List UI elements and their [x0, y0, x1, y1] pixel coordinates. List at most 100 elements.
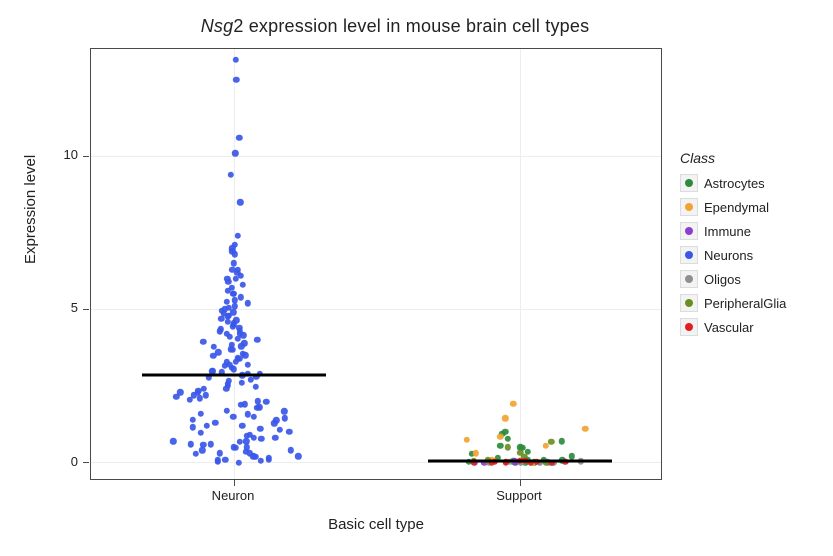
- data-point: [215, 349, 221, 355]
- data-point: [559, 438, 565, 444]
- data-point: [215, 459, 221, 465]
- data-point: [186, 397, 192, 403]
- data-point: [238, 380, 244, 386]
- data-point: [232, 276, 238, 282]
- y-tick: [83, 309, 89, 310]
- data-point: [502, 415, 508, 421]
- y-tick: [83, 462, 89, 463]
- title-rest: 2 expression level in mouse brain cell t…: [233, 16, 589, 36]
- gridline-v: [520, 49, 521, 479]
- data-point: [239, 282, 245, 288]
- legend-label: Ependymal: [704, 200, 769, 215]
- data-point: [254, 405, 260, 411]
- data-point: [230, 366, 236, 372]
- legend-label: Oligos: [704, 272, 741, 287]
- data-point: [233, 445, 239, 451]
- data-point: [236, 459, 242, 465]
- legend-key: [680, 294, 698, 312]
- data-point: [277, 426, 283, 432]
- data-point: [271, 420, 277, 426]
- data-point: [497, 443, 503, 449]
- data-point: [236, 439, 242, 445]
- data-point: [497, 433, 503, 439]
- legend-title: Class: [680, 150, 820, 166]
- data-point: [257, 426, 263, 432]
- legend-label: Vascular: [704, 320, 754, 335]
- data-point: [223, 386, 229, 392]
- data-point: [217, 450, 223, 456]
- data-point: [189, 417, 195, 423]
- data-point: [212, 420, 218, 426]
- legend-dot-icon: [685, 251, 693, 259]
- y-axis-label: Expression level: [22, 155, 39, 264]
- legend-item: Oligos: [680, 268, 820, 290]
- legend-key: [680, 318, 698, 336]
- data-point: [464, 436, 470, 442]
- data-point: [238, 402, 244, 408]
- y-tick: [83, 156, 89, 157]
- data-point: [235, 233, 241, 239]
- data-point: [170, 438, 176, 444]
- x-tick-label: Support: [496, 488, 542, 503]
- legend-dot-icon: [685, 323, 693, 331]
- legend-key: [680, 246, 698, 264]
- legend-label: Neurons: [704, 248, 753, 263]
- data-point: [239, 423, 245, 429]
- data-point: [542, 443, 548, 449]
- chart-title: Nsg2 expression level in mouse brain cel…: [130, 16, 660, 37]
- gridline-h: [91, 309, 661, 310]
- data-point: [198, 410, 204, 416]
- data-point: [188, 441, 194, 447]
- data-point: [229, 323, 235, 329]
- data-point: [251, 413, 257, 419]
- data-point: [240, 332, 246, 338]
- legend-dot-icon: [685, 275, 693, 283]
- data-point: [190, 424, 196, 430]
- data-point: [295, 453, 301, 459]
- legend-label: Immune: [704, 224, 751, 239]
- x-tick: [234, 480, 235, 486]
- median-crossbar: [142, 374, 325, 377]
- data-point: [200, 338, 206, 344]
- legend-key: [680, 222, 698, 240]
- data-point: [473, 450, 479, 456]
- legend: Class AstrocytesEpendymalImmuneNeuronsOl…: [680, 150, 820, 340]
- y-tick-label: 0: [0, 454, 78, 469]
- plot-panel: [90, 48, 662, 480]
- data-point: [238, 294, 244, 300]
- legend-label: PeripheralGlia: [704, 296, 786, 311]
- data-point: [203, 392, 209, 398]
- legend-item: Immune: [680, 220, 820, 242]
- data-point: [281, 408, 287, 414]
- gridline-h: [91, 156, 661, 157]
- data-point: [237, 199, 243, 205]
- data-point: [230, 413, 236, 419]
- median-crossbar: [428, 460, 611, 463]
- legend-dot-icon: [685, 203, 693, 211]
- data-point: [210, 353, 216, 359]
- x-tick-label: Neuron: [212, 488, 255, 503]
- legend-dot-icon: [685, 299, 693, 307]
- data-point: [198, 429, 204, 435]
- data-point: [263, 399, 269, 405]
- data-point: [504, 436, 510, 442]
- data-point: [238, 343, 244, 349]
- legend-item: Neurons: [680, 244, 820, 266]
- legend-item: Ependymal: [680, 196, 820, 218]
- data-point: [197, 395, 203, 401]
- data-point: [288, 447, 294, 453]
- data-point: [233, 57, 239, 63]
- data-point: [242, 352, 248, 358]
- data-point: [218, 315, 224, 321]
- data-point: [510, 401, 516, 407]
- y-tick-label: 5: [0, 300, 78, 315]
- data-point: [230, 347, 236, 353]
- data-point: [272, 435, 278, 441]
- data-point: [233, 76, 239, 82]
- y-tick-label: 10: [0, 147, 78, 162]
- data-point: [250, 435, 256, 441]
- data-point: [204, 423, 210, 429]
- legend-item: PeripheralGlia: [680, 292, 820, 314]
- title-gene-italic: Nsg: [201, 16, 234, 36]
- x-tick: [520, 480, 521, 486]
